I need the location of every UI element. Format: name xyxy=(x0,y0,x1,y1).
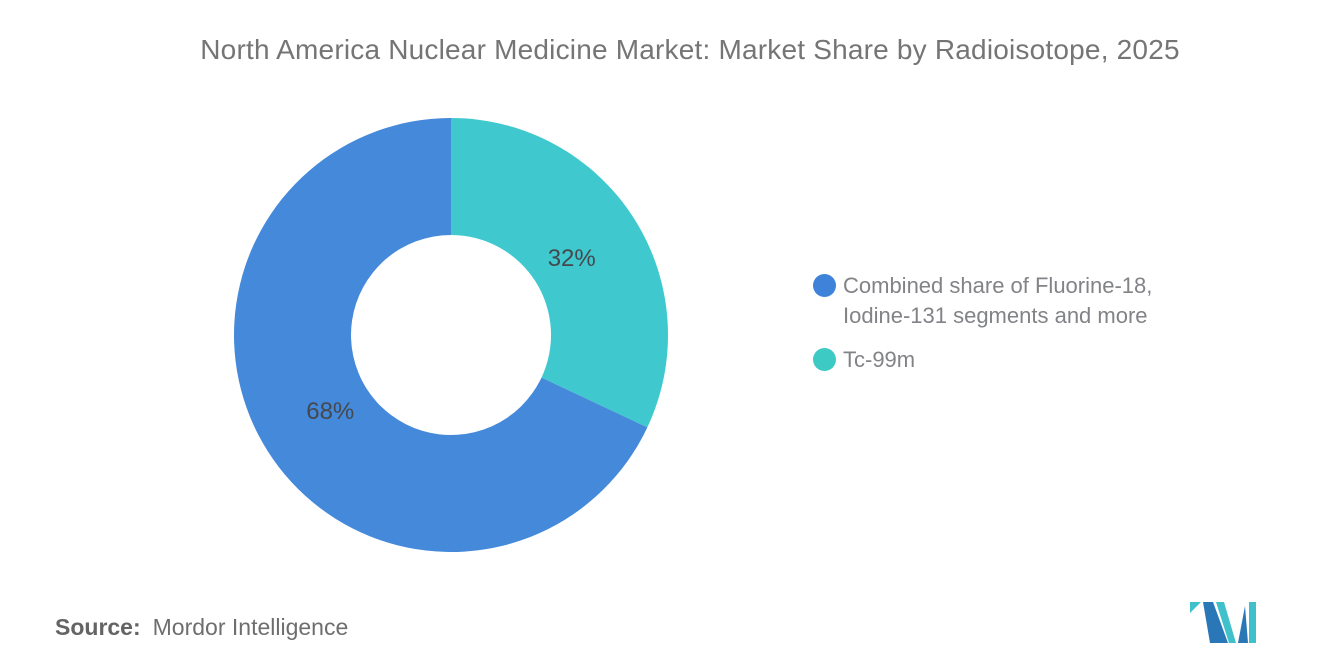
logo-teal-bar xyxy=(1249,602,1256,643)
logo-blue-stroke xyxy=(1203,602,1228,643)
legend: Combined share of Fluorine-18, Iodine-13… xyxy=(813,271,1152,375)
logo-teal-wedge xyxy=(1190,602,1201,613)
mordor-intelligence-logo xyxy=(1190,602,1256,643)
legend-item-tc-99m[interactable]: Tc-99m xyxy=(813,345,1152,375)
source-value: Mordor Intelligence xyxy=(152,614,349,640)
legend-marker-tc-99m xyxy=(813,348,836,371)
legend-label-tc-99m: Tc-99m xyxy=(843,347,916,372)
donut-slice-combined-share-of-fluorine-18-iodine-131[interactable] xyxy=(234,118,648,552)
source-line: Source: Mordor Intelligence xyxy=(55,614,348,641)
slice-data-label: 32% xyxy=(548,245,596,272)
slice-data-label: 68% xyxy=(306,398,354,425)
legend-marker-combined-share xyxy=(813,274,836,297)
chart-title: North America Nuclear Medicine Market: M… xyxy=(200,34,1180,65)
logo-teal-stroke xyxy=(1216,602,1236,643)
legend-label-combined-share: Combined share of Fluorine-18, Iodine-13… xyxy=(843,273,1153,328)
donut-chart: 32% 68% xyxy=(234,118,668,552)
source-label: Source: xyxy=(55,614,141,640)
logo-blue-triangle xyxy=(1238,606,1248,643)
donut-slice-tc-99m[interactable] xyxy=(451,118,668,428)
legend-item-combined-share[interactable]: Combined share of Fluorine-18, Iodine-13… xyxy=(813,271,1152,331)
